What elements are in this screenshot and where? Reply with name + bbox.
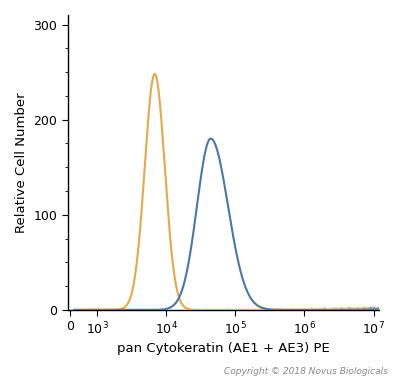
Y-axis label: Relative Cell Number: Relative Cell Number — [15, 92, 28, 233]
Text: Copyright © 2018 Novus Biologicals: Copyright © 2018 Novus Biologicals — [224, 367, 388, 376]
X-axis label: pan Cytokeratin (AE1 + AE3) PE: pan Cytokeratin (AE1 + AE3) PE — [117, 342, 330, 355]
